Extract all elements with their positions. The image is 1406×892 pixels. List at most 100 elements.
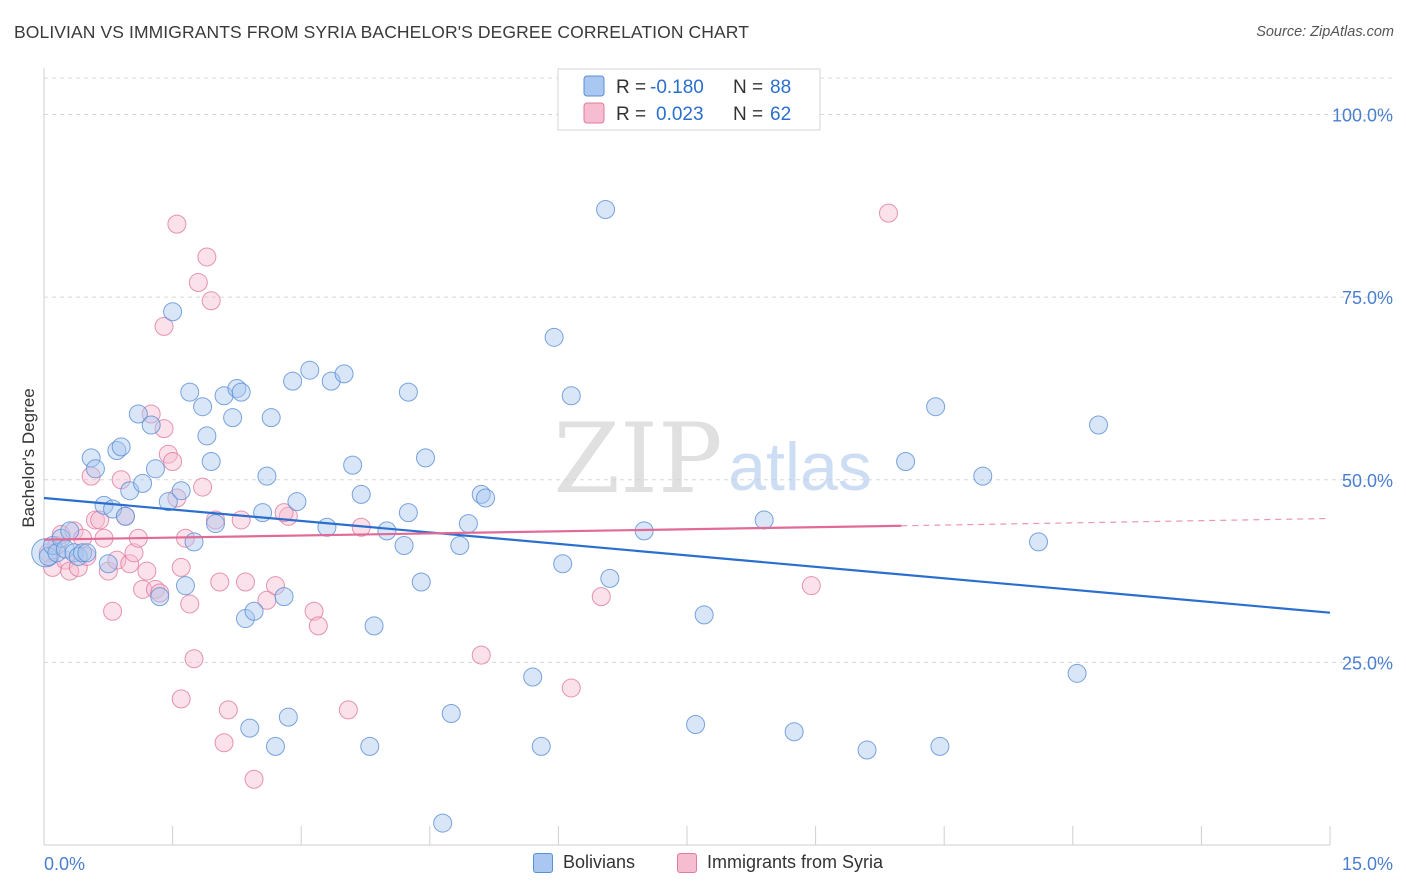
legend-swatch-blue <box>583 75 605 97</box>
data-point-bolivians <box>561 386 581 406</box>
trend-lines <box>43 496 1331 614</box>
data-point-bolivians <box>441 704 461 724</box>
data-point-bolivians <box>450 536 470 556</box>
legend-item-bolivians: Bolivians <box>533 852 635 873</box>
axes <box>43 68 1331 846</box>
data-point-bolivians <box>193 397 213 417</box>
data-point-bolivians <box>531 736 551 756</box>
legend-swatch-bolivians <box>533 852 553 873</box>
data-point-syria <box>274 503 294 523</box>
data-point-bolivians <box>364 616 384 636</box>
data-point-bolivians <box>300 360 320 380</box>
data-point-bolivians <box>145 459 165 479</box>
data-point-bolivians <box>128 404 148 424</box>
trend-line-bolivians <box>43 496 1331 614</box>
data-point-bolivians <box>930 736 950 756</box>
legend-bottom: Bolivians Immigrants from Syria <box>0 852 1406 876</box>
data-point-bolivians <box>283 371 303 391</box>
data-point-syria <box>120 554 140 574</box>
data-point-bolivians <box>175 576 195 596</box>
legend-swatch-pink <box>583 102 605 124</box>
legend-n-label-pink: N = <box>733 104 763 125</box>
data-point-bolivians <box>544 327 564 347</box>
data-point-bolivians <box>600 568 620 588</box>
data-point-syria <box>184 649 204 669</box>
data-point-bolivians <box>694 605 714 625</box>
data-point-syria <box>471 645 491 665</box>
data-point-bolivians <box>261 408 281 428</box>
legend-n-value-blue: 88 <box>770 77 791 98</box>
legend-r-label-blue: R = <box>616 77 646 98</box>
data-point-syria <box>561 678 581 698</box>
data-point-bolivians <box>343 455 363 475</box>
data-point-bolivians <box>274 587 294 607</box>
data-point-syria <box>591 587 611 607</box>
data-point-syria <box>201 291 221 311</box>
legend-n-value-pink: 62 <box>770 104 791 125</box>
data-point-syria <box>124 543 144 563</box>
data-point-syria <box>308 616 328 636</box>
data-point-bolivians <box>150 587 170 607</box>
data-point-bolivians <box>926 397 946 417</box>
watermark-atlas: atlas <box>728 429 872 505</box>
data-point-bolivians <box>115 506 135 526</box>
data-point-bolivians <box>184 532 204 552</box>
data-point-bolivians <box>553 554 573 574</box>
legend-item-syria: Immigrants from Syria <box>677 852 883 873</box>
data-point-bolivians <box>1089 415 1109 435</box>
data-point-syria <box>103 601 123 621</box>
data-point-syria <box>154 419 174 439</box>
data-point-bolivians <box>201 452 221 471</box>
series-bolivians-points <box>31 199 1109 833</box>
data-point-syria <box>171 557 191 577</box>
data-point-syria <box>801 576 821 596</box>
data-point-syria <box>171 689 191 709</box>
data-point-bolivians <box>896 452 916 471</box>
y-tick-label: 25.0% <box>1342 653 1393 673</box>
data-point-syria <box>338 700 358 720</box>
legend-label-bolivians: Bolivians <box>563 852 636 872</box>
data-point-bolivians <box>754 510 774 530</box>
legend-top: R = -0.180 N = 88 R = 0.023 N = 62 <box>557 68 821 131</box>
data-point-bolivians <box>85 459 105 479</box>
trend-line-syria-extension <box>901 517 1331 527</box>
data-point-syria <box>90 510 110 530</box>
data-point-syria <box>197 247 217 267</box>
y-tick-label: 50.0% <box>1342 471 1393 491</box>
data-point-syria <box>235 572 255 592</box>
data-point-bolivians <box>784 722 804 742</box>
data-point-bolivians <box>351 484 371 504</box>
data-point-bolivians <box>411 572 431 592</box>
data-point-syria <box>231 510 251 530</box>
data-point-bolivians <box>133 473 153 493</box>
data-point-bolivians <box>857 740 877 760</box>
legend-r-label-pink: R = <box>616 104 646 125</box>
data-point-bolivians <box>523 667 543 687</box>
data-point-bolivians <box>287 492 307 512</box>
chart-title: BOLIVIAN VS IMMIGRANTS FROM SYRIA BACHEL… <box>14 22 749 42</box>
data-point-bolivians <box>398 382 418 402</box>
data-point-syria <box>154 316 174 336</box>
data-point-bolivians <box>360 736 380 756</box>
data-point-syria <box>304 601 324 621</box>
legend-n-label-blue: N = <box>733 77 763 98</box>
legend-r-value-blue: -0.180 <box>650 77 704 98</box>
data-point-bolivians <box>60 521 80 541</box>
watermark: ZIP atlas <box>553 403 871 515</box>
data-point-bolivians <box>111 437 131 457</box>
data-point-syria <box>214 733 234 753</box>
data-point-bolivians <box>257 466 277 486</box>
data-point-bolivians <box>334 364 354 384</box>
data-point-syria <box>244 769 264 789</box>
data-point-bolivians <box>476 488 496 508</box>
data-point-bolivians <box>77 543 97 563</box>
source-label: Source: ZipAtlas.com <box>1256 24 1394 40</box>
data-point-bolivians <box>180 382 200 402</box>
x-tick-label: 15.0% <box>1342 854 1393 874</box>
data-point-syria <box>188 273 208 293</box>
data-point-bolivians <box>394 536 414 556</box>
data-point-bolivians <box>398 503 418 523</box>
data-point-bolivians <box>240 718 260 738</box>
data-point-bolivians <box>141 415 161 435</box>
data-point-bolivians <box>433 813 453 833</box>
